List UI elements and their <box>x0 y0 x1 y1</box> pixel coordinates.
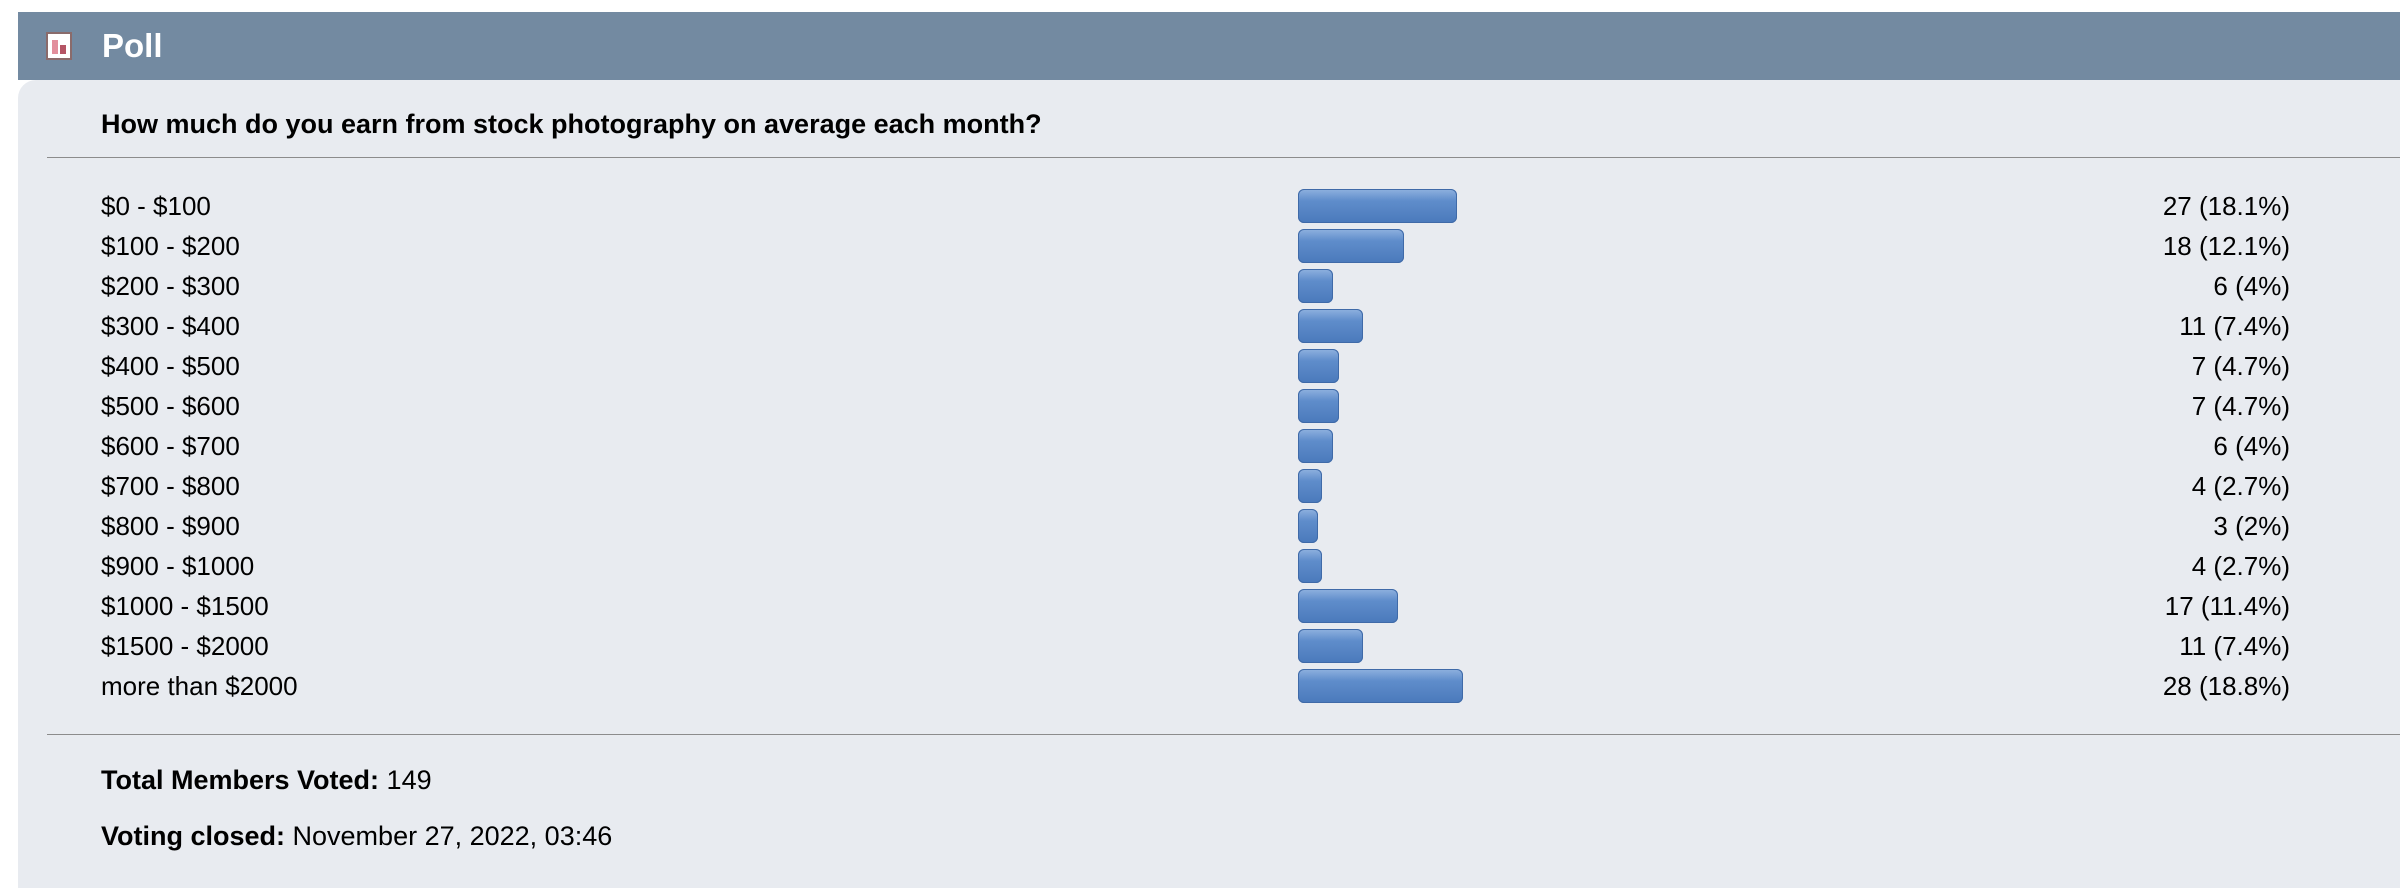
poll-option-label: $500 - $600 <box>101 388 240 424</box>
poll-option: $1000 - $1500 17 (11.4%) <box>18 586 2400 626</box>
voting-closed-value: November 27, 2022, 03:46 <box>293 821 613 851</box>
poll-option: $700 - $800 4 (2.7%) <box>18 466 2400 506</box>
poll-option-label: $600 - $700 <box>101 428 240 464</box>
poll-option-label: $900 - $1000 <box>101 548 254 584</box>
poll-option-label: $400 - $500 <box>101 348 240 384</box>
poll-title: Poll <box>102 26 163 66</box>
poll-option: $100 - $200 18 (12.1%) <box>18 226 2400 266</box>
total-voted-value: 149 <box>387 765 432 795</box>
poll-option-result: 4 (2.7%) <box>2192 468 2290 504</box>
poll-option-label: $200 - $300 <box>101 268 240 304</box>
poll-option-result: 7 (4.7%) <box>2192 388 2290 424</box>
voting-closed-label: Voting closed: <box>101 821 285 851</box>
poll-chart-icon <box>46 32 72 60</box>
poll-option-result: 6 (4%) <box>2213 428 2290 464</box>
total-voted-label: Total Members Voted: <box>101 765 379 795</box>
divider <box>47 157 2400 158</box>
poll-option-bar <box>1298 389 1339 423</box>
poll-option-result: 27 (18.1%) <box>2163 188 2290 224</box>
poll-option: $900 - $1000 4 (2.7%) <box>18 546 2400 586</box>
poll-option-bar <box>1298 189 1457 223</box>
poll-option-bar <box>1298 229 1404 263</box>
poll-options: $0 - $100 27 (18.1%) $100 - $200 18 (12.1%)… <box>18 186 2400 706</box>
poll-option-label: $100 - $200 <box>101 228 240 264</box>
divider <box>47 734 2400 735</box>
poll-panel: Poll How much do you earn from stock pho… <box>18 12 2400 888</box>
poll-option-result: 18 (12.1%) <box>2163 228 2290 264</box>
poll-option-result: 11 (7.4%) <box>2179 308 2290 344</box>
poll-option-bar <box>1298 629 1363 663</box>
poll-option-label: $1500 - $2000 <box>101 628 269 664</box>
poll-option-result: 7 (4.7%) <box>2192 348 2290 384</box>
poll-header: Poll <box>18 12 2400 80</box>
poll-option-bar <box>1298 549 1322 583</box>
poll-option-label: $300 - $400 <box>101 308 240 344</box>
poll-option: $800 - $900 3 (2%) <box>18 506 2400 546</box>
poll-option-bar <box>1298 349 1339 383</box>
poll-option: $1500 - $2000 11 (7.4%) <box>18 626 2400 666</box>
poll-option-label: more than $2000 <box>101 668 298 704</box>
poll-option-label: $0 - $100 <box>101 188 211 224</box>
poll-option-result: 4 (2.7%) <box>2192 548 2290 584</box>
poll-option: more than $2000 28 (18.8%) <box>18 666 2400 706</box>
poll-option-result: 11 (7.4%) <box>2179 628 2290 664</box>
poll-option-bar <box>1298 589 1398 623</box>
poll-option-bar <box>1298 429 1333 463</box>
poll-option-bar <box>1298 269 1333 303</box>
poll-option-bar <box>1298 309 1363 343</box>
poll-option: $300 - $400 11 (7.4%) <box>18 306 2400 346</box>
poll-option-result: 6 (4%) <box>2213 268 2290 304</box>
poll-option-bar <box>1298 509 1318 543</box>
poll-option-result: 17 (11.4%) <box>2165 588 2290 624</box>
poll-option-label: $1000 - $1500 <box>101 588 269 624</box>
poll-option-result: 28 (18.8%) <box>2163 668 2290 704</box>
poll-option: $500 - $600 7 (4.7%) <box>18 386 2400 426</box>
poll-body: How much do you earn from stock photogra… <box>18 80 2400 888</box>
voting-closed: Voting closed: November 27, 2022, 03:46 <box>101 818 612 854</box>
poll-option: $600 - $700 6 (4%) <box>18 426 2400 466</box>
poll-option-result: 3 (2%) <box>2213 508 2290 544</box>
poll-option: $200 - $300 6 (4%) <box>18 266 2400 306</box>
poll-option: $400 - $500 7 (4.7%) <box>18 346 2400 386</box>
total-voted: Total Members Voted: 149 <box>101 762 432 798</box>
poll-option-label: $800 - $900 <box>101 508 240 544</box>
poll-option-bar <box>1298 469 1322 503</box>
poll-question: How much do you earn from stock photogra… <box>101 106 1042 142</box>
poll-option: $0 - $100 27 (18.1%) <box>18 186 2400 226</box>
poll-option-bar <box>1298 669 1463 703</box>
poll-option-label: $700 - $800 <box>101 468 240 504</box>
